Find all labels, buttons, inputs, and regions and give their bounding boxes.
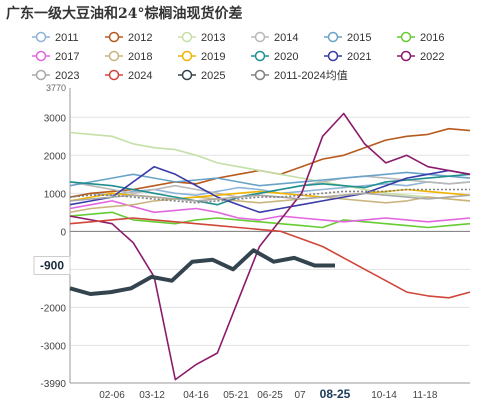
x-tick-label: 05-21 bbox=[223, 390, 249, 401]
legend-label: 2025 bbox=[201, 70, 225, 82]
chart-legend: 2011 2012 2013 2014 2015 2016 2017 2018 2019 2020… bbox=[32, 31, 444, 82]
legend-marker bbox=[327, 31, 339, 43]
x-tick-label: 03-12 bbox=[139, 390, 165, 401]
legend-entry-2011: 2011 bbox=[32, 31, 79, 44]
legend-marker bbox=[254, 31, 266, 43]
y-tick-label: 3000 bbox=[44, 113, 67, 124]
legend-marker bbox=[108, 31, 120, 43]
legend-entry-2019: 2019 bbox=[178, 50, 225, 63]
chart-title: 广东一级大豆油和24°棕榈油现货价差 bbox=[6, 6, 243, 22]
series-line-2016 bbox=[69, 211, 471, 229]
y-tick-label: -2000 bbox=[40, 303, 66, 314]
legend-entry-2021: 2021 bbox=[324, 50, 371, 63]
series-line-2022 bbox=[69, 112, 471, 381]
series-line-2024 bbox=[69, 217, 471, 299]
x-tick-label: 10-14 bbox=[371, 390, 397, 401]
legend-marker bbox=[181, 50, 193, 62]
series-line-2025 bbox=[69, 248, 335, 296]
legend-marker bbox=[254, 69, 266, 81]
chart-labels: -900 bbox=[33, 256, 71, 276]
legend-entry-2011-2024均值: 2011-2024均值 bbox=[251, 69, 348, 82]
current-value-label: -900 bbox=[40, 259, 64, 273]
legend-marker bbox=[35, 69, 47, 81]
legend-marker bbox=[400, 31, 412, 43]
legend-entry-2025: 2025 bbox=[178, 69, 225, 82]
series-line-2020 bbox=[69, 173, 471, 206]
legend-entry-2022: 2022 bbox=[397, 50, 444, 63]
legend-label: 2011 bbox=[55, 32, 79, 44]
legend-marker bbox=[181, 69, 193, 81]
legend-marker bbox=[35, 50, 47, 62]
x-tick-label: 07 bbox=[294, 390, 306, 401]
x-tick-label: 11-18 bbox=[413, 390, 438, 401]
legend-marker bbox=[327, 50, 339, 62]
legend-marker bbox=[35, 31, 47, 43]
legend-label: 2011-2024均值 bbox=[274, 69, 348, 82]
legend-marker bbox=[400, 50, 412, 62]
legend-marker bbox=[108, 50, 120, 62]
y-tick-label: -3000 bbox=[40, 341, 66, 352]
legend-entry-2020: 2020 bbox=[251, 50, 298, 63]
series-line-2021 bbox=[69, 165, 471, 214]
series-line-2011-2024均值 bbox=[69, 188, 470, 204]
y-tick-label: 1000 bbox=[44, 189, 67, 200]
series-line-2013 bbox=[69, 131, 471, 202]
legend-label: 2014 bbox=[274, 32, 298, 44]
legend-label: 2013 bbox=[201, 32, 225, 44]
legend-entry-2012: 2012 bbox=[105, 31, 152, 44]
legend-label: 2021 bbox=[347, 51, 371, 63]
legend-entry-2017: 2017 bbox=[32, 50, 79, 63]
legend-entry-2015: 2015 bbox=[324, 31, 371, 44]
legend-entry-2013: 2013 bbox=[178, 31, 225, 44]
legend-entry-2016: 2016 bbox=[397, 31, 444, 44]
y-tick-label: 0 bbox=[60, 227, 66, 238]
series-line-2017 bbox=[69, 200, 471, 223]
legend-label: 2015 bbox=[347, 32, 371, 44]
x-tick-label: 06-25 bbox=[257, 390, 283, 401]
chart-series bbox=[69, 112, 471, 381]
legend-entry-2023: 2023 bbox=[32, 69, 79, 82]
current-value-badge bbox=[33, 256, 71, 276]
legend-entry-2024: 2024 bbox=[105, 69, 152, 82]
legend-marker bbox=[181, 31, 193, 43]
series-line-2015 bbox=[69, 171, 471, 187]
legend-label: 2017 bbox=[55, 51, 79, 63]
series-line-2018 bbox=[69, 196, 471, 214]
legend-label: 2012 bbox=[128, 32, 152, 44]
legend-entry-2018: 2018 bbox=[105, 50, 152, 63]
legend-label: 2016 bbox=[420, 32, 444, 44]
legend-label: 2022 bbox=[420, 51, 444, 63]
series-line-2012 bbox=[69, 127, 471, 198]
y-tick-label: -3990 bbox=[40, 379, 66, 390]
x-tick-label: 02-06 bbox=[99, 390, 125, 401]
legend-marker bbox=[254, 50, 266, 62]
x-tick-label: 08-25 bbox=[320, 387, 351, 401]
series-line-2023 bbox=[69, 192, 471, 202]
legend-label: 2020 bbox=[274, 51, 298, 63]
chart-axes: 3000200010000-1000-2000-3000-3990377002-… bbox=[40, 83, 470, 401]
legend-label: 2018 bbox=[128, 51, 152, 63]
y-top-label: 3770 bbox=[46, 83, 66, 93]
x-tick-label: 04-16 bbox=[183, 390, 209, 401]
legend-entry-2014: 2014 bbox=[251, 31, 298, 44]
legend-marker bbox=[108, 69, 120, 81]
y-tick-label: 2000 bbox=[44, 151, 67, 162]
legend-label: 2019 bbox=[201, 51, 225, 63]
legend-label: 2024 bbox=[128, 70, 152, 82]
legend-label: 2023 bbox=[55, 70, 79, 82]
